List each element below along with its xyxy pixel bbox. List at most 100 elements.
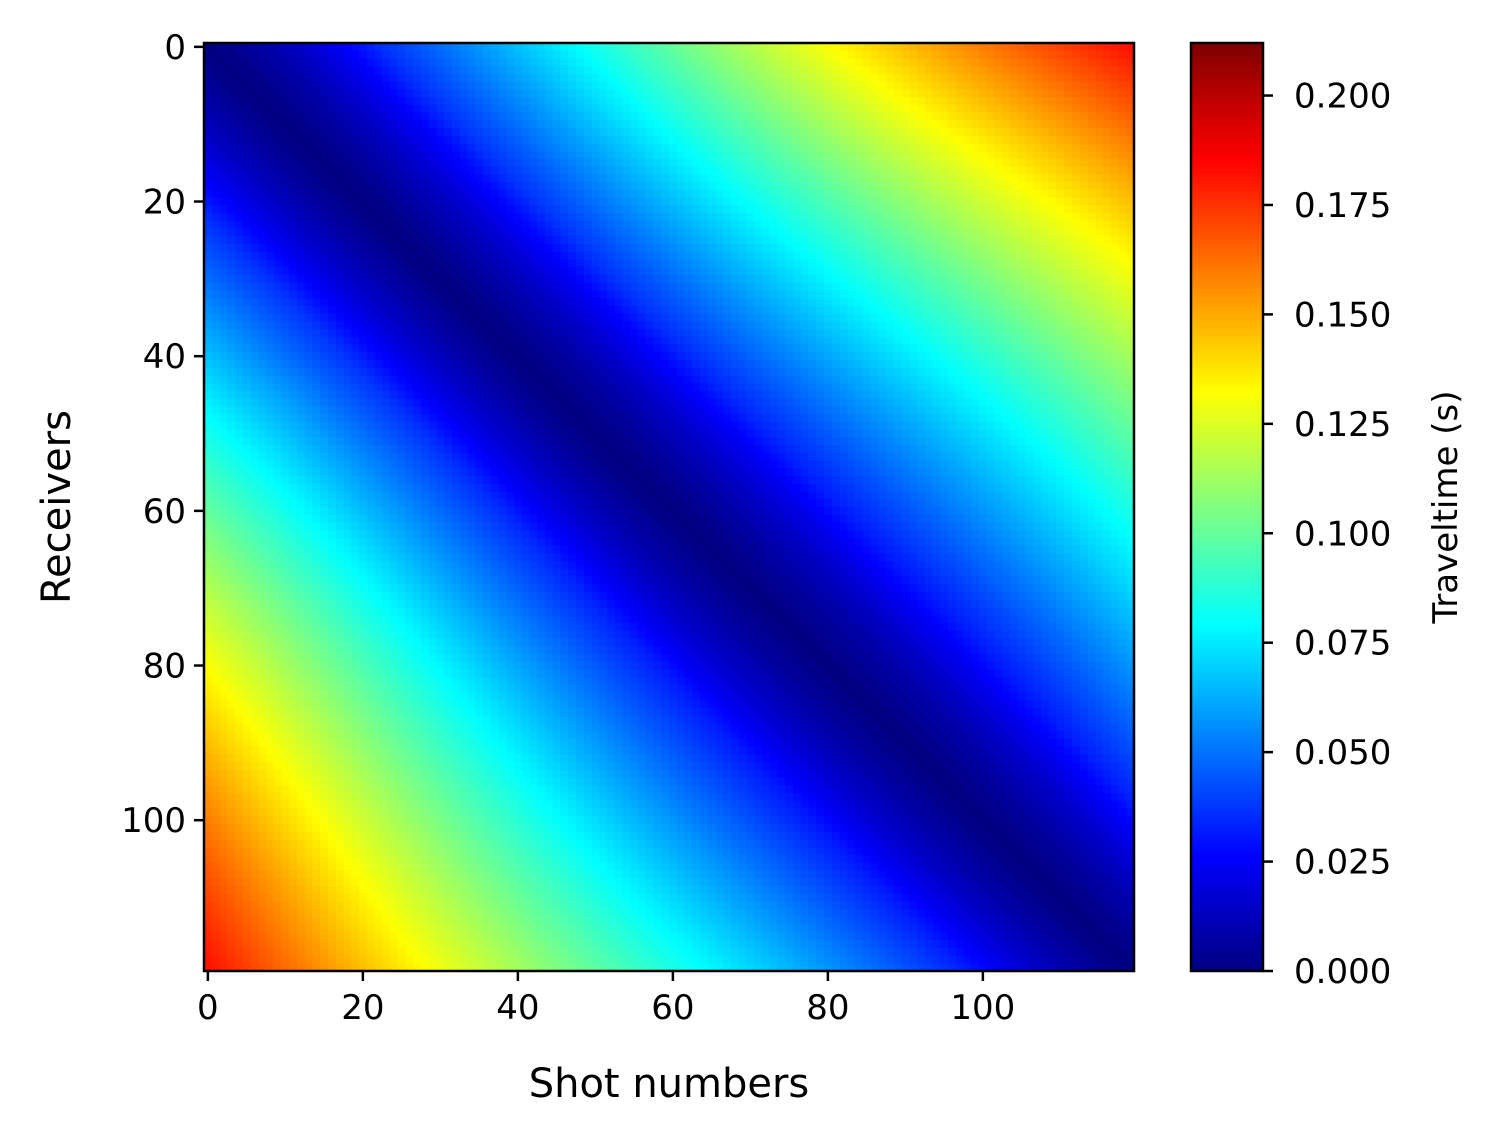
heatmap-cell: [560, 220, 569, 230]
heatmap-cell: [932, 89, 941, 98]
heatmap-cell: [273, 97, 283, 106]
heatmap-cell: [258, 73, 267, 83]
heatmap-cell: [971, 282, 980, 292]
heatmap-cell: [498, 344, 507, 353]
heatmap-cell: [211, 282, 221, 292]
heatmap-cell: [886, 151, 895, 160]
heatmap-cell: [490, 197, 500, 206]
heatmap-cell: [374, 120, 383, 129]
heatmap-cell: [971, 205, 980, 214]
heatmap-cell: [576, 329, 585, 338]
heatmap-cell: [878, 251, 887, 261]
heatmap-cell: [382, 352, 391, 361]
heatmap-cell: [304, 73, 314, 83]
heatmap-cell: [359, 220, 368, 230]
heatmap-cell: [715, 166, 724, 176]
heatmap-cell: [297, 321, 306, 330]
heatmap-cell: [467, 267, 476, 276]
heatmap-cell: [1103, 97, 1112, 106]
heatmap-cell: [1103, 43, 1112, 52]
heatmap-cell: [1017, 43, 1027, 52]
heatmap-cell: [529, 166, 538, 176]
heatmap-cell: [266, 43, 275, 52]
heatmap-cell: [560, 112, 569, 121]
heatmap-cell: [886, 259, 895, 268]
heatmap-cell: [676, 182, 686, 191]
heatmap-cell: [769, 166, 779, 176]
heatmap-cell: [676, 58, 686, 67]
heatmap-cell: [258, 298, 267, 307]
heatmap-cell: [777, 313, 786, 322]
heatmap-cell: [653, 112, 662, 121]
heatmap-cell: [669, 329, 678, 338]
heatmap-cell: [413, 166, 422, 176]
heatmap-cell: [405, 236, 414, 245]
heatmap-cell: [467, 251, 476, 261]
heatmap-cell: [1079, 236, 1089, 245]
heatmap-cell: [297, 135, 306, 145]
heatmap-cell: [235, 159, 244, 168]
heatmap-cell: [405, 128, 414, 137]
heatmap-cell: [955, 58, 965, 67]
heatmap-cell: [235, 97, 244, 106]
heatmap-cell: [351, 120, 360, 129]
heatmap-cell: [1002, 81, 1011, 90]
heatmap-cell: [684, 228, 693, 237]
heatmap-cell: [374, 81, 383, 90]
heatmap-cell: [483, 89, 492, 98]
heatmap-cell: [800, 151, 810, 160]
heatmap-cell: [1056, 321, 1065, 330]
heatmap-cell: [893, 73, 903, 83]
heatmap-cell: [312, 174, 321, 183]
heatmap-cell: [514, 282, 523, 292]
heatmap-cell: [622, 259, 631, 268]
heatmap-cell: [955, 228, 965, 237]
heatmap-cell: [281, 159, 290, 168]
heatmap-cell: [948, 112, 957, 121]
heatmap-cell: [467, 282, 476, 292]
heatmap-cell: [800, 128, 810, 137]
heatmap-cell: [839, 97, 848, 106]
heatmap-cell: [661, 251, 670, 261]
heatmap-cell: [607, 205, 616, 214]
heatmap-cell: [1087, 205, 1096, 214]
heatmap-cell: [382, 66, 391, 75]
heatmap-cell: [994, 197, 1003, 206]
heatmap-cell: [979, 97, 988, 106]
heatmap-cell: [769, 220, 779, 230]
heatmap-cell: [428, 89, 438, 98]
heatmap-cell: [878, 104, 887, 114]
heatmap-cell: [870, 128, 879, 137]
heatmap-cell: [762, 251, 771, 261]
heatmap-cell: [1079, 305, 1089, 315]
heatmap-cell: [831, 104, 841, 114]
heatmap-cell: [1072, 112, 1081, 121]
heatmap-cell: [366, 104, 376, 114]
heatmap-cell: [444, 329, 453, 338]
heatmap-cell: [917, 275, 926, 284]
heatmap-cell: [281, 43, 290, 52]
heatmap-cell: [948, 236, 957, 245]
heatmap-cell: [607, 244, 616, 253]
heatmap-cell: [1126, 73, 1135, 83]
heatmap-cell: [320, 213, 329, 222]
heatmap-cell: [452, 89, 461, 98]
heatmap-cell: [1041, 251, 1050, 261]
heatmap-cell: [963, 197, 972, 206]
heatmap-cell: [1041, 166, 1050, 176]
heatmap-cell: [994, 50, 1003, 60]
heatmap-cell: [266, 236, 275, 245]
heatmap-cell: [211, 166, 221, 176]
heatmap-cell: [1017, 81, 1027, 90]
heatmap-cell: [909, 305, 918, 315]
heatmap-cell: [824, 189, 833, 199]
heatmap-cell: [266, 89, 275, 98]
heatmap-cell: [1025, 321, 1034, 330]
heatmap-cell: [1126, 97, 1135, 106]
heatmap-cell: [800, 305, 810, 315]
heatmap-cell: [924, 135, 934, 145]
heatmap-cell: [893, 89, 903, 98]
heatmap-cell: [862, 344, 872, 353]
heatmap-cell: [483, 66, 492, 75]
heatmap-cell: [312, 58, 321, 67]
